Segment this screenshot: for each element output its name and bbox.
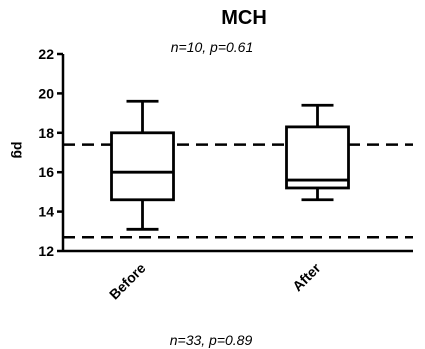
category-labels: Before After [106, 259, 324, 302]
y-tick-label: 12 [38, 243, 54, 259]
boxes [110, 99, 350, 231]
category-label: Before [106, 260, 149, 303]
box-iqr [285, 125, 350, 190]
box-after [285, 103, 350, 202]
y-tick-label: 14 [38, 204, 54, 220]
y-tick-label: 22 [38, 46, 54, 62]
y-ticks: 12 14 16 18 20 22 [38, 46, 63, 259]
y-tick-label: 20 [38, 85, 54, 101]
y-tick-label: 16 [38, 164, 54, 180]
y-tick-label: 18 [38, 125, 54, 141]
category-label: After [289, 259, 324, 294]
chart-title: MCH [221, 7, 267, 29]
box-iqr [110, 131, 175, 202]
chart-subtitle: n=10, p=0.61 [171, 39, 254, 55]
box-before [110, 99, 175, 231]
footnote-text: n=33, p=0.89 [170, 332, 253, 348]
y-axis-title: pg [11, 141, 27, 158]
